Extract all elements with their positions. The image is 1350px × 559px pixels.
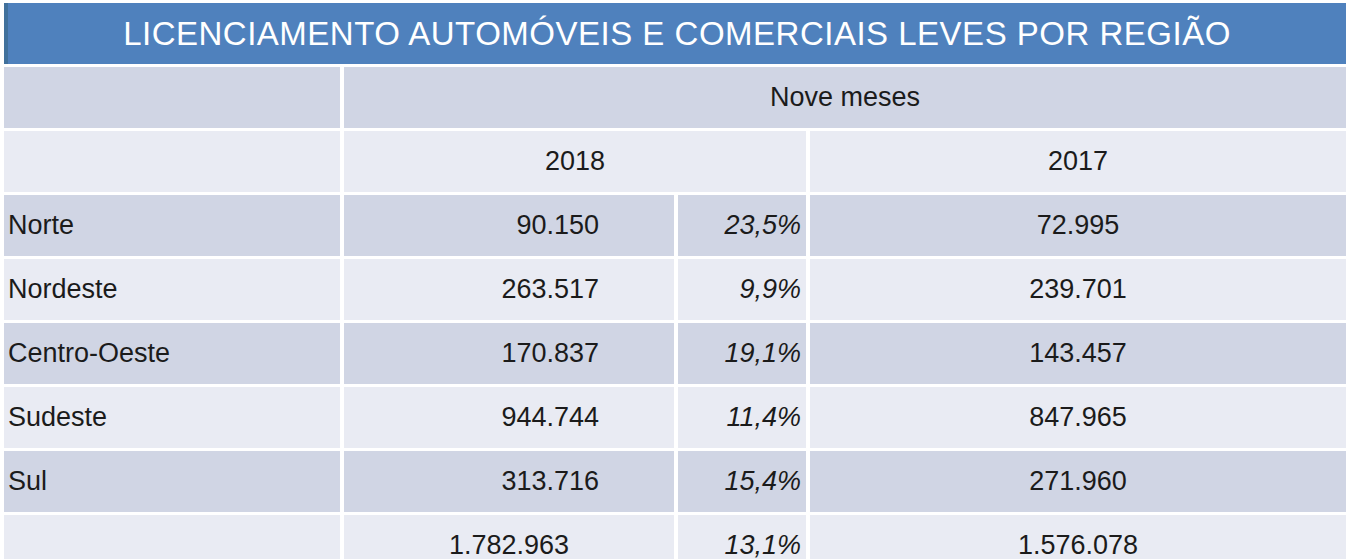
year-header-2017: 2017 bbox=[810, 131, 1346, 192]
year-header-row: 2018 2017 bbox=[4, 131, 1346, 192]
table-row-sul: Sul 313.716 15,4% 271.960 bbox=[4, 451, 1346, 512]
empty-cell bbox=[4, 515, 340, 559]
value-2018: 263.517 bbox=[344, 259, 674, 320]
region-label: Sudeste bbox=[4, 387, 340, 448]
table-row-nordeste: Nordeste 263.517 9,9% 239.701 bbox=[4, 259, 1346, 320]
region-label: Norte bbox=[4, 195, 340, 256]
value-2018: 90.150 bbox=[344, 195, 674, 256]
region-label: Sul bbox=[4, 451, 340, 512]
licensing-table: LICENCIAMENTO AUTOMÓVEIS E COMERCIAIS LE… bbox=[0, 0, 1350, 559]
value-2017: 72.995 bbox=[810, 195, 1346, 256]
total-row: 1.782.963 13,1% 1.576.078 bbox=[4, 515, 1346, 559]
region-label: Centro-Oeste bbox=[4, 323, 340, 384]
table-row-norte: Norte 90.150 23,5% 72.995 bbox=[4, 195, 1346, 256]
empty-cell bbox=[4, 67, 340, 128]
total-delta-percent: 13,1% bbox=[678, 515, 806, 559]
value-2018: 170.837 bbox=[344, 323, 674, 384]
value-2017: 143.457 bbox=[810, 323, 1346, 384]
table-row-sudeste: Sudeste 944.744 11,4% 847.965 bbox=[4, 387, 1346, 448]
total-value-2017: 1.576.078 bbox=[810, 515, 1346, 559]
delta-percent: 23,5% bbox=[678, 195, 806, 256]
region-label: Nordeste bbox=[4, 259, 340, 320]
delta-percent: 15,4% bbox=[678, 451, 806, 512]
delta-percent: 9,9% bbox=[678, 259, 806, 320]
delta-percent: 19,1% bbox=[678, 323, 806, 384]
value-2017: 239.701 bbox=[810, 259, 1346, 320]
period-header: Nove meses bbox=[344, 67, 1346, 128]
value-2018: 313.716 bbox=[344, 451, 674, 512]
title-row: LICENCIAMENTO AUTOMÓVEIS E COMERCIAIS LE… bbox=[4, 3, 1346, 64]
delta-percent: 11,4% bbox=[678, 387, 806, 448]
period-header-row: Nove meses bbox=[4, 67, 1346, 128]
table-row-centro-oeste: Centro-Oeste 170.837 19,1% 143.457 bbox=[4, 323, 1346, 384]
year-header-2018: 2018 bbox=[344, 131, 806, 192]
empty-cell bbox=[4, 131, 340, 192]
total-value-2018: 1.782.963 bbox=[344, 515, 674, 559]
value-2018: 944.744 bbox=[344, 387, 674, 448]
value-2017: 271.960 bbox=[810, 451, 1346, 512]
value-2017: 847.965 bbox=[810, 387, 1346, 448]
table-title: LICENCIAMENTO AUTOMÓVEIS E COMERCIAIS LE… bbox=[4, 3, 1346, 64]
